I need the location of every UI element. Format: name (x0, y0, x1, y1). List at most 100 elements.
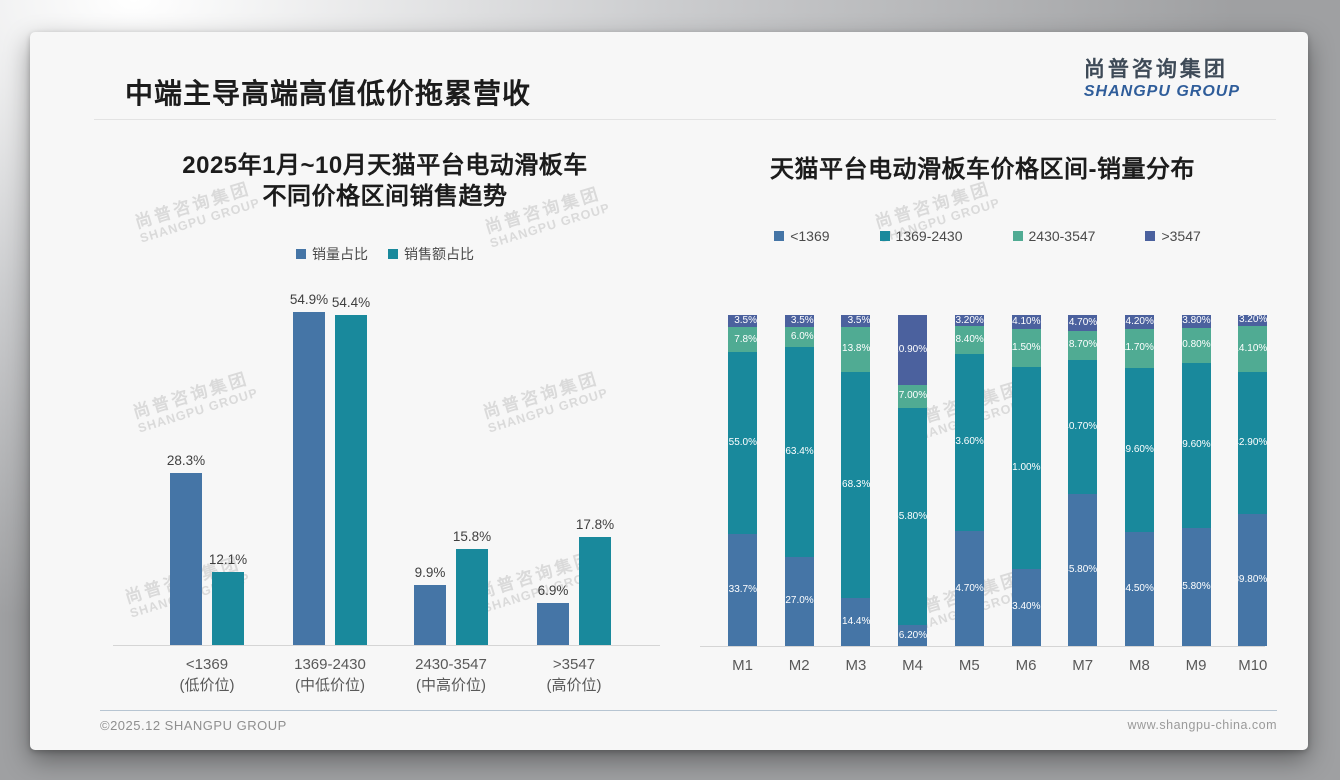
segment-label: 27.0% (785, 595, 814, 607)
left-chart-title: 2025年1月~10月天猫平台电动滑板车 不同价格区间销售趋势 (115, 150, 655, 212)
segment-label: 13.8% (842, 343, 871, 355)
legend-label: 销售额占比 (404, 246, 474, 262)
legend-item: 销售额占比 (388, 244, 474, 264)
segment-<1369: 6.20% (898, 625, 928, 646)
segment-label: 53.60% (955, 436, 984, 448)
legend-item: 2430-3547 (1012, 228, 1095, 244)
right-chart-x-axis: M1 M2 M3 M4 M5 M6 M7 M8 M9 M10 (700, 657, 1267, 679)
month-label: M6 (1015, 657, 1037, 674)
segment->3547: 4.20% (1124, 315, 1154, 329)
left-chart-x-axis: <1369 (低价位) 1369-2430 (中低价位) 2430-3547 (中高价位)… (113, 654, 660, 700)
legend-swatch (296, 249, 306, 259)
segment-label: 39.80% (1238, 574, 1268, 586)
title-divider (94, 119, 1276, 120)
footer: ©2025.12 SHANGPU GROUP www.shangpu-china… (100, 718, 1277, 733)
legend-label: <1369 (790, 228, 830, 244)
right-chart-title: 天猫平台电动滑板车价格区间-销量分布 (770, 156, 1195, 183)
legend-swatch (879, 231, 890, 241)
segment-<1369: 34.50% (1124, 531, 1154, 646)
segment-1369-2430: 61.00% (1011, 366, 1041, 569)
segment-label: 7.8% (734, 333, 757, 345)
month-label: M10 (1238, 657, 1268, 674)
right-chart-plot: 33.7% 55.0% 7.8% 3.5% 27.0% 63.4% 6.0% 3.5% 14.4… (700, 315, 1268, 647)
company-logo: 尚普咨询集团 SHANGPU GROUP (1084, 58, 1240, 101)
legend-item: >3547 (1145, 228, 1201, 244)
segment-2430-3547: 11.50% (1011, 328, 1041, 367)
segment-label: 34.50% (1125, 582, 1154, 594)
segment-2430-3547: 6.0% (784, 326, 814, 347)
segment-2430-3547: 8.70% (1068, 330, 1098, 360)
stacked-bar-M5: 34.70% 53.60% 8.40% 3.20% (954, 315, 984, 646)
x-tick-label: 1369-2430 (中低价位) (294, 656, 366, 694)
bar-value-label: 54.4% (331, 295, 371, 310)
month-label: M7 (1072, 657, 1094, 674)
bar-销量占比->3547 (537, 603, 569, 645)
segment-<1369: 35.80% (1181, 527, 1211, 646)
stacked-bar-M6: 23.40% 61.00% 11.50% 4.10% (1011, 315, 1041, 646)
bar-销量占比-<1369 (170, 473, 202, 645)
segment-<1369: 45.80% (1068, 494, 1098, 646)
month-label: M4 (902, 657, 924, 674)
bar-销售额占比-1369-2430 (335, 315, 367, 645)
month-label: M2 (788, 657, 810, 674)
segment->3547: 3.20% (954, 315, 984, 326)
segment-<1369: 27.0% (784, 556, 814, 646)
segment-1369-2430: 42.90% (1238, 372, 1268, 515)
segment-2430-3547: 7.00% (898, 384, 928, 408)
bar-value-label: 15.8% (452, 529, 492, 544)
x-tick-label: 2430-3547 (中高价位) (415, 656, 487, 694)
segment-label: 11.70% (1125, 342, 1154, 354)
x-tick-label: <1369 (低价位) (179, 656, 235, 694)
bar-value-label: 28.3% (166, 453, 206, 468)
bar-value-label: 54.9% (289, 292, 329, 307)
bar-value-label: 12.1% (208, 552, 248, 567)
segment-label: 3.5% (847, 315, 871, 326)
segment-label: 35.80% (1182, 580, 1211, 592)
segment-label: 45.80% (1068, 564, 1098, 576)
right-chart-legend: <1369 1369-2430 2430-3547 >3547 (700, 228, 1275, 244)
stacked-bar-M8: 34.50% 49.60% 11.70% 4.20% (1124, 315, 1154, 646)
segment-label: 8.40% (955, 333, 984, 345)
segment-label: 63.4% (785, 445, 814, 457)
segment-1369-2430: 65.80% (898, 407, 928, 626)
x-tick-label: >3547 (高价位) (546, 656, 602, 694)
segment->3547: 3.20% (1238, 315, 1268, 326)
legend-label: 1369-2430 (895, 228, 963, 244)
segment-label: 33.7% (728, 584, 757, 596)
stacked-bar-M2: 27.0% 63.4% 6.0% 3.5% (784, 315, 814, 646)
segment-2430-3547: 13.8% (841, 326, 871, 373)
segment-label: 23.40% (1012, 601, 1041, 613)
segment-1369-2430: 68.3% (841, 372, 871, 599)
segment-2430-3547: 14.10% (1238, 325, 1268, 373)
month-label: M8 (1128, 657, 1150, 674)
segment-label: 4.20% (1125, 315, 1154, 327)
bar-销量占比-2430-3547 (414, 585, 446, 645)
segment-label: 40.70% (1068, 421, 1098, 433)
segment->3547: 20.90% (898, 315, 928, 385)
segment-label: 3.20% (955, 315, 984, 326)
segment-label: 14.4% (842, 616, 871, 628)
segment-<1369: 39.80% (1238, 514, 1268, 646)
segment-label: 4.70% (1068, 317, 1098, 329)
segment-label: 61.00% (1012, 461, 1041, 473)
segment-2430-3547: 10.80% (1181, 327, 1211, 364)
month-label: M3 (845, 657, 867, 674)
segment-label: 11.50% (1012, 341, 1041, 353)
segment-label: 7.00% (898, 390, 928, 402)
segment-label: 8.70% (1068, 339, 1098, 351)
legend-item: <1369 (774, 228, 830, 244)
bar-value-label: 9.9% (414, 565, 446, 580)
segment-label: 65.80% (898, 510, 928, 522)
segment-label: 4.10% (1012, 315, 1041, 327)
month-label: M9 (1185, 657, 1207, 674)
segment-1369-2430: 40.70% (1068, 359, 1098, 495)
stacked-bar-M7: 45.80% 40.70% 8.70% 4.70% (1068, 315, 1098, 646)
segment-label: 68.3% (842, 479, 871, 491)
segment->3547: 4.10% (1011, 315, 1041, 329)
segment-2430-3547: 8.40% (954, 325, 984, 354)
stacked-bar-M10: 39.80% 42.90% 14.10% 3.20% (1238, 315, 1268, 646)
legend-swatch (388, 249, 398, 259)
segment-label: 20.90% (898, 343, 928, 355)
watermark-cn: 尚普咨询集团 (872, 178, 994, 233)
segment-label: 6.0% (790, 330, 814, 342)
